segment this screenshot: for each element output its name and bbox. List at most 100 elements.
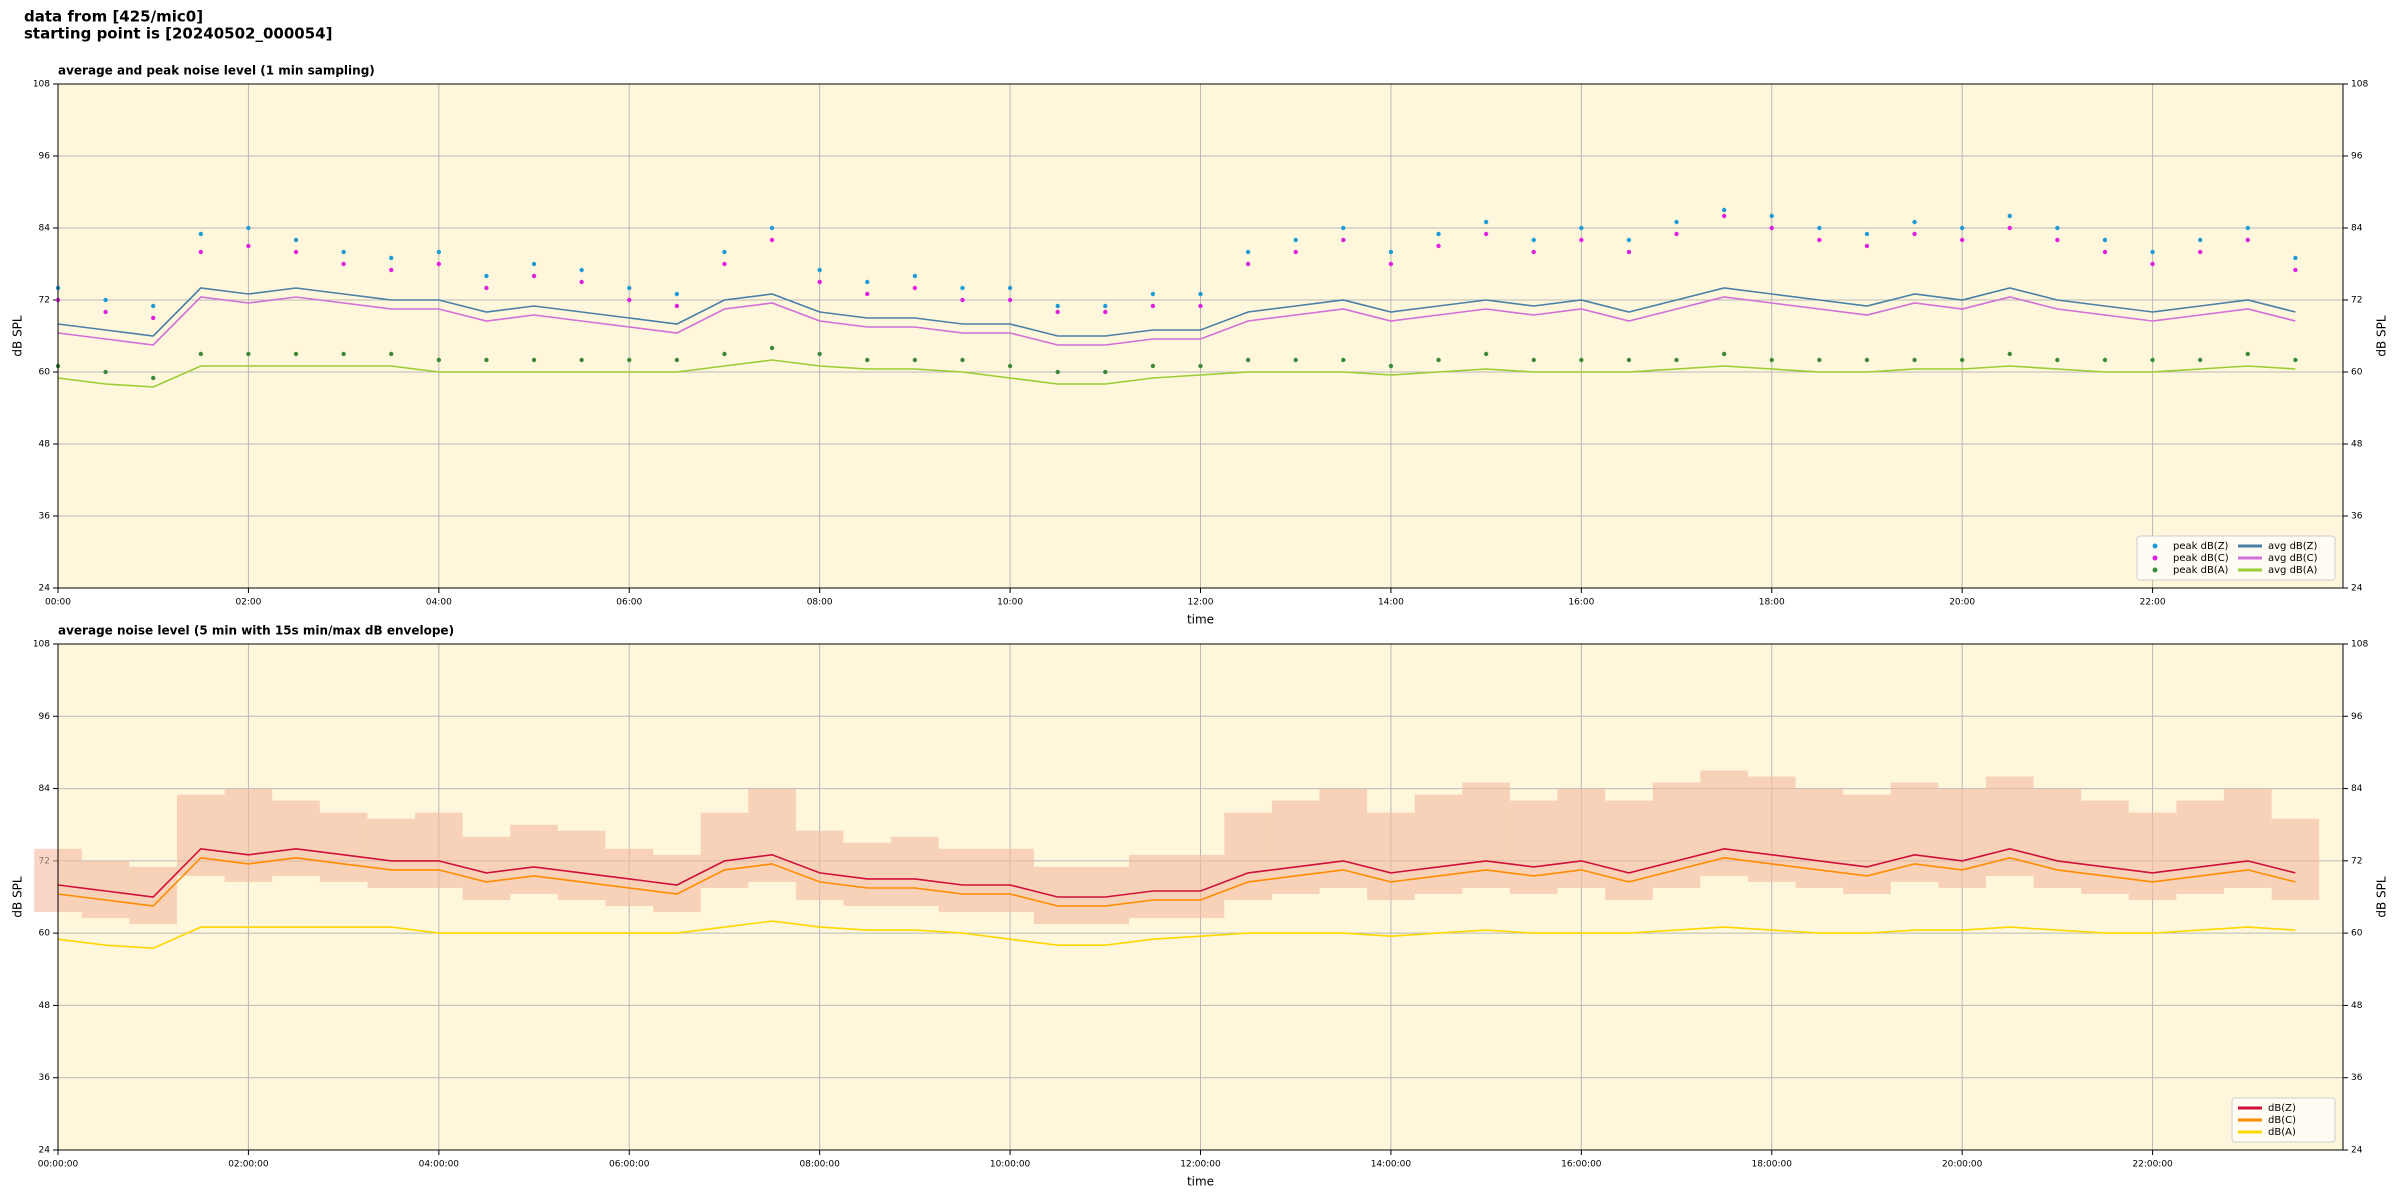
peak-point — [1674, 357, 1679, 363]
y-tick-label: 72 — [39, 296, 50, 306]
peak-point — [1103, 303, 1108, 309]
peak-point — [865, 357, 870, 363]
y-tick-label: 108 — [33, 80, 50, 90]
peak-point — [1721, 213, 1727, 219]
x-axis-label: time — [1187, 613, 1214, 627]
peak-point — [2102, 249, 2108, 255]
peak-point — [531, 273, 537, 279]
peak-point — [1817, 225, 1822, 231]
y-tick-label: 96 — [39, 712, 51, 722]
peak-point — [341, 249, 346, 255]
peak-point — [2150, 249, 2155, 255]
envelope-band — [2176, 800, 2224, 894]
y-axis-label: dB SPL — [11, 876, 25, 918]
peak-point — [627, 297, 632, 303]
peak-point — [151, 375, 156, 381]
peak-point — [1341, 225, 1346, 231]
envelope-band — [2271, 818, 2320, 901]
legend-label: dB(A) — [2268, 1127, 2296, 1138]
envelope-band — [1557, 788, 1606, 888]
peak-point — [1198, 363, 1203, 369]
envelope-band — [367, 818, 416, 888]
series-line — [57, 296, 2296, 346]
peak-point — [817, 267, 822, 273]
peak-point — [1959, 237, 1965, 243]
peak-point — [198, 351, 204, 357]
peak-point — [579, 279, 584, 285]
y-tick-label: 60 — [2351, 929, 2363, 939]
peak-point — [531, 357, 537, 363]
y-tick-label: 96 — [2351, 712, 2363, 722]
peak-point — [389, 267, 394, 273]
peak-point — [341, 351, 346, 357]
peak-point — [579, 357, 584, 363]
peak-point — [722, 249, 727, 255]
envelope-band — [1843, 794, 1891, 894]
legend-box — [2136, 535, 2336, 581]
peak-point — [1579, 225, 1584, 231]
x-tick-label: 12:00 — [1188, 598, 1214, 608]
envelope-band — [272, 800, 320, 876]
peak-point — [1674, 231, 1679, 237]
envelope-band — [2033, 788, 2082, 888]
peak-point — [1959, 225, 1965, 231]
peak-point — [2197, 249, 2203, 255]
y-tick-label: 48 — [2351, 1001, 2363, 1011]
peak-point — [103, 369, 108, 375]
x-tick-label: 18:00:00 — [1752, 1160, 1793, 1170]
peak-point — [1436, 357, 1441, 363]
envelope-band — [1985, 776, 2034, 876]
envelope-band — [557, 830, 606, 901]
peak-point — [246, 243, 251, 249]
peak-point — [2007, 225, 2012, 231]
peak-point — [1245, 357, 1251, 363]
peak-point — [293, 249, 299, 255]
envelope-band — [1176, 854, 1225, 919]
envelope-band — [986, 848, 1034, 913]
peak-point — [1674, 219, 1679, 225]
peak-point — [2102, 357, 2108, 363]
peak-point — [1912, 231, 1917, 237]
x-tick-label: 18:00 — [1759, 598, 1785, 608]
y-tick-label: 36 — [2351, 512, 2363, 522]
peak-point — [1769, 357, 1774, 363]
envelope-band — [1414, 794, 1463, 894]
series-line — [57, 847, 2296, 898]
peak-point — [1579, 237, 1584, 243]
envelope-band — [891, 836, 939, 907]
peak-point — [769, 225, 775, 231]
envelope-band — [1367, 812, 1415, 901]
legend-label: avg dB(A) — [2268, 565, 2318, 576]
peak-point — [1531, 237, 1536, 243]
legend-label: dB(C) — [2268, 1115, 2296, 1126]
peak-point — [389, 351, 394, 357]
peak-point — [960, 357, 965, 363]
x-axis-label: time — [1187, 1175, 1214, 1189]
x-tick-label: 04:00 — [426, 598, 452, 608]
peak-point — [1388, 261, 1394, 267]
peak-point — [1959, 357, 1965, 363]
peak-point — [1341, 357, 1346, 363]
y-tick-label: 48 — [39, 440, 51, 450]
peak-point — [1721, 351, 1727, 357]
peak-point — [1579, 357, 1584, 363]
envelope-band — [795, 830, 844, 901]
chart-title: average noise level (5 min with 15s min/… — [58, 624, 454, 638]
peak-point — [769, 345, 775, 351]
envelope-band — [319, 812, 368, 882]
peak-point — [579, 267, 584, 273]
peak-point — [198, 231, 204, 237]
peak-point — [1769, 213, 1774, 219]
x-tick-label: 00:00 — [45, 598, 71, 608]
peak-point — [1055, 369, 1060, 375]
series-line — [57, 287, 2296, 337]
x-tick-label: 08:00:00 — [799, 1160, 840, 1170]
envelope-band — [938, 848, 987, 913]
x-tick-label: 16:00 — [1568, 598, 1594, 608]
envelope-band — [1938, 788, 1986, 888]
peak-point — [2150, 357, 2155, 363]
y-tick-label: 72 — [2351, 856, 2362, 866]
peak-point — [103, 297, 108, 303]
series-line — [57, 359, 2296, 388]
